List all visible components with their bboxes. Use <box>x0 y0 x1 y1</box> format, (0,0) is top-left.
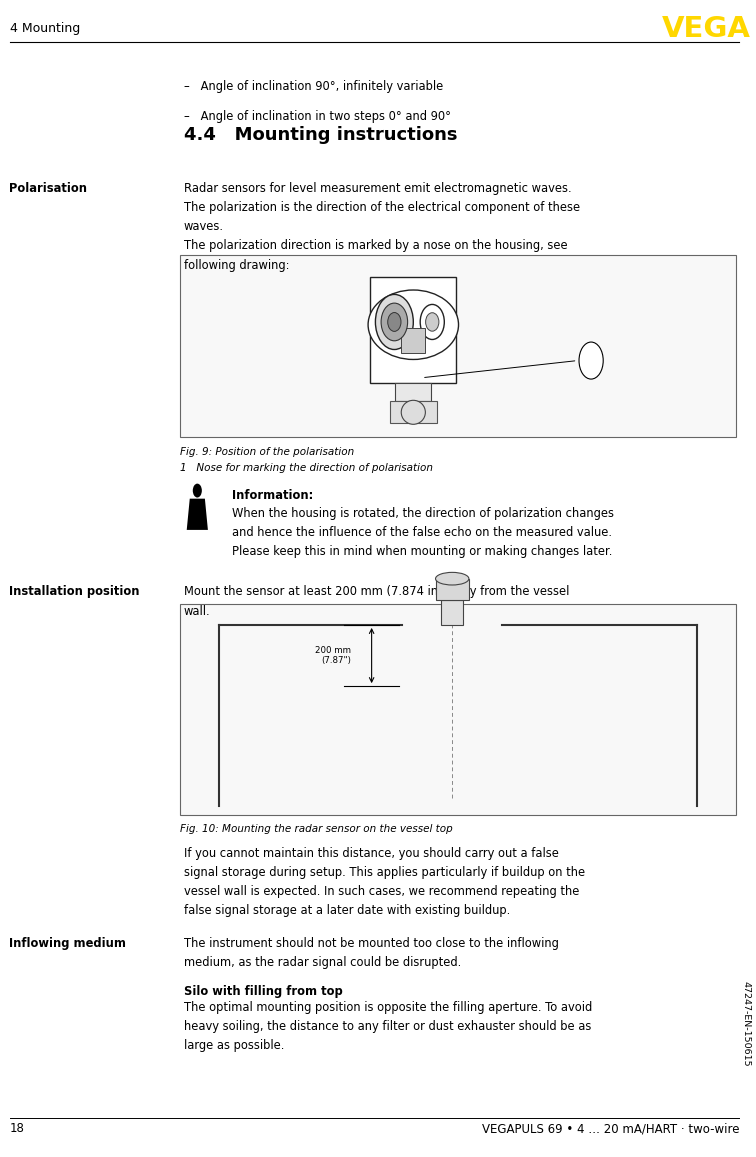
Text: When the housing is rotated, the direction of polarization changes: When the housing is rotated, the directi… <box>232 507 614 519</box>
Ellipse shape <box>426 312 439 331</box>
Bar <box>370 277 457 383</box>
Text: Inflowing medium: Inflowing medium <box>9 937 126 950</box>
Polygon shape <box>187 499 208 530</box>
Text: Silo with filling from top: Silo with filling from top <box>184 985 342 997</box>
Text: The optimal mounting position is opposite the filling aperture. To avoid: The optimal mounting position is opposit… <box>184 1001 592 1014</box>
Text: Mount the sensor at least 200 mm (7.874 in) away from the vessel: Mount the sensor at least 200 mm (7.874 … <box>184 585 569 598</box>
Text: Polarisation: Polarisation <box>9 182 87 194</box>
Bar <box>180 604 736 815</box>
Text: following drawing:: following drawing: <box>184 258 290 272</box>
Ellipse shape <box>420 304 445 339</box>
Text: large as possible.: large as possible. <box>184 1039 284 1052</box>
Text: vessel wall is expected. In such cases, we recommend repeating the: vessel wall is expected. In such cases, … <box>184 885 579 898</box>
Text: false signal storage at a later date with existing buildup.: false signal storage at a later date wit… <box>184 905 510 918</box>
Ellipse shape <box>435 573 469 585</box>
Text: 4 Mounting: 4 Mounting <box>10 22 80 35</box>
Text: Please keep this in mind when mounting or making changes later.: Please keep this in mind when mounting o… <box>232 545 612 558</box>
Bar <box>441 599 463 625</box>
Bar <box>389 401 437 423</box>
Text: VEGA: VEGA <box>662 15 751 43</box>
Text: medium, as the radar signal could be disrupted.: medium, as the radar signal could be dis… <box>184 956 461 970</box>
Bar <box>401 327 426 353</box>
Ellipse shape <box>401 400 426 425</box>
Text: The polarization is the direction of the electrical component of these: The polarization is the direction of the… <box>184 201 580 214</box>
Ellipse shape <box>381 303 407 341</box>
Text: 18: 18 <box>10 1122 25 1135</box>
Text: 1: 1 <box>588 356 594 366</box>
Text: Radar sensors for level measurement emit electromagnetic waves.: Radar sensors for level measurement emit… <box>184 182 572 194</box>
Text: 4.4   Mounting instructions: 4.4 Mounting instructions <box>184 126 457 145</box>
Ellipse shape <box>388 312 401 331</box>
Text: If you cannot maintain this distance, you should carry out a false: If you cannot maintain this distance, yo… <box>184 847 559 860</box>
Text: heavy soiling, the distance to any filter or dust exhauster should be as: heavy soiling, the distance to any filte… <box>184 1020 591 1033</box>
Text: 1   Nose for marking the direction of polarisation: 1 Nose for marking the direction of pola… <box>180 463 433 473</box>
Text: Installation position: Installation position <box>9 585 140 598</box>
Text: VEGAPULS 69 • 4 … 20 mA/HART · two-wire: VEGAPULS 69 • 4 … 20 mA/HART · two-wire <box>482 1122 739 1135</box>
Text: The instrument should not be mounted too close to the inflowing: The instrument should not be mounted too… <box>184 937 559 950</box>
Text: 47247-EN-150615: 47247-EN-150615 <box>742 981 751 1067</box>
Text: –   Angle of inclination 90°, infinitely variable: – Angle of inclination 90°, infinitely v… <box>184 80 443 93</box>
Text: Information:: Information: <box>232 489 313 502</box>
Ellipse shape <box>376 294 414 349</box>
Text: 200 mm
(7.87"): 200 mm (7.87") <box>314 646 351 665</box>
Text: Fig. 10: Mounting the radar sensor on the vessel top: Fig. 10: Mounting the radar sensor on th… <box>180 824 453 834</box>
Text: Fig. 9: Position of the polarisation: Fig. 9: Position of the polarisation <box>180 447 354 457</box>
Ellipse shape <box>368 290 459 360</box>
Text: and hence the influence of the false echo on the measured value.: and hence the influence of the false ech… <box>232 525 612 539</box>
Text: The polarization direction is marked by a nose on the housing, see: The polarization direction is marked by … <box>184 239 567 252</box>
Text: waves.: waves. <box>184 220 224 233</box>
Circle shape <box>193 484 202 498</box>
Circle shape <box>579 342 603 379</box>
Bar <box>435 578 469 599</box>
Bar <box>395 383 432 401</box>
Text: wall.: wall. <box>184 604 210 618</box>
Bar <box>180 255 736 437</box>
Text: signal storage during setup. This applies particularly if buildup on the: signal storage during setup. This applie… <box>184 865 585 879</box>
Text: –   Angle of inclination in two steps 0° and 90°: – Angle of inclination in two steps 0° a… <box>184 110 451 123</box>
